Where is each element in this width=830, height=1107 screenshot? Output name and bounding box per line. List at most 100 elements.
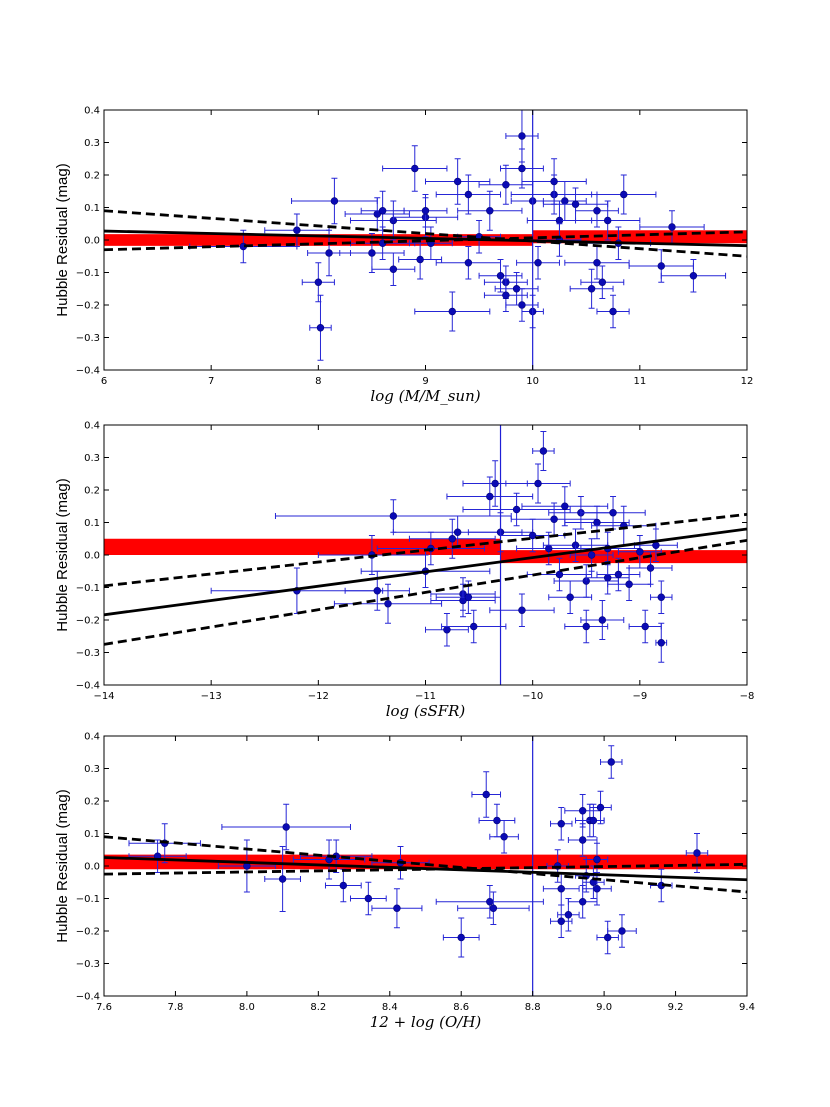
mass-panel: 6 7 8 9 10 11 12 −0.4 −0.3 −0.2 −0.1 0.0 0.1 0.2 0.3 0.… [54, 106, 753, 406]
metallicity-marker-34 [618, 927, 626, 935]
metallicity-point-21 [557, 898, 580, 932]
ssfr-plot-content [104, 425, 747, 685]
mass-point-22 [457, 190, 523, 231]
mass-marker-35 [550, 177, 558, 186]
metallicity-panel: 7.6 7.8 8.0 8.2 8.4 8.6 8.8 9.0 9.2 9.4 −0.4 −0.3 −0… [54, 732, 755, 1032]
mass-ytick-label: −0.2 [76, 301, 100, 312]
mass-marker-2 [314, 278, 323, 286]
mass-point-12 [382, 145, 448, 192]
metallicity-point-5 [292, 839, 366, 880]
metallicity-marker-19 [557, 885, 565, 893]
metallicity-point-8 [349, 881, 387, 916]
mass-marker-8 [378, 207, 387, 215]
ssfr-marker-14 [486, 492, 494, 501]
ssfr-point-8 [408, 518, 496, 559]
ssfr-marker-25 [561, 502, 569, 510]
metallicity-marker-22 [578, 898, 587, 906]
metallicity-xlabel: 12 + log (O/H) [370, 1013, 482, 1031]
metallicity-xtick-label: 7.6 [96, 1002, 112, 1013]
ssfr-marker-31 [587, 551, 596, 559]
ssfr-point-32 [564, 505, 630, 540]
ssfr-marker-3 [384, 600, 392, 608]
metallicity-fit-line [104, 856, 747, 882]
metallicity-ytick-label: −0.4 [76, 992, 100, 1003]
ssfr-ytick-label: −0.4 [76, 681, 100, 692]
metallicity-marker-30 [593, 885, 601, 893]
metallicity-point-14 [457, 891, 530, 925]
ssfr-point-3 [333, 583, 443, 624]
mass-xtick-label: 12 [741, 376, 754, 387]
metallicity-marker-11 [457, 933, 465, 942]
mass-marker-48 [657, 262, 665, 270]
metallicity-point-33 [600, 745, 623, 779]
ssfr-marker-8 [448, 535, 456, 543]
ssfr-point-41 [628, 609, 662, 644]
metallicity-point-2 [217, 839, 276, 893]
ssfr-marker-41 [641, 622, 649, 631]
metallicity-xtick-label: 8.0 [239, 1002, 255, 1013]
metallicity-ytick-label: −0.1 [76, 894, 100, 905]
ssfr-ytick-label: −0.1 [76, 583, 100, 594]
mass-marker-18 [453, 177, 462, 186]
metallicity-ci-upper-line [104, 835, 747, 894]
ssfr-point-43 [633, 528, 678, 562]
mass-band-0 [104, 234, 533, 246]
mass-ytick-label: 0.3 [84, 138, 100, 149]
ssfr-xtick-label: −11 [415, 691, 436, 702]
metallicity-marker-24 [578, 836, 587, 844]
metallicity-marker-29 [593, 855, 601, 864]
mass-ytick-label: −0.1 [76, 268, 100, 279]
metallicity-xtick-label: 9.2 [668, 1002, 684, 1013]
metallicity-point-4 [221, 803, 351, 851]
metallicity-xtick-label: 9.4 [739, 1002, 755, 1013]
ssfr-marker-2 [373, 587, 381, 595]
metallicity-marker-32 [603, 933, 612, 942]
ssfr-point-45 [655, 622, 668, 663]
mass-marker-11 [389, 265, 398, 273]
ssfr-xlabel: log (sSFR) [386, 702, 466, 720]
mass-marker-29 [518, 164, 526, 173]
ssfr-ytick-label: −0.3 [76, 648, 100, 659]
ssfr-marker-21 [539, 447, 548, 455]
ssfr-marker-23 [550, 515, 558, 523]
mass-marker-19 [464, 190, 473, 199]
mass-marker-44 [603, 216, 612, 225]
mass-marker-28 [518, 132, 526, 140]
metallicity-point-12 [471, 771, 502, 818]
mass-plot-content [104, 110, 747, 370]
metallicity-xtick-label: 7.8 [167, 1002, 183, 1013]
metallicity-xtick-label: 8.4 [382, 1002, 398, 1013]
mass-point-20 [435, 246, 502, 280]
ssfr-marker-18 [518, 606, 526, 614]
ssfr-marker-9 [453, 528, 462, 536]
mass-point-7 [344, 197, 410, 231]
mass-point-5 [291, 177, 378, 225]
metallicity-marker-7 [339, 881, 348, 890]
ssfr-marker-26 [566, 593, 574, 601]
mass-ci-upper-line [104, 209, 747, 258]
ssfr-marker-24 [555, 570, 564, 579]
metallicity-marker-12 [482, 790, 490, 799]
ssfr-point-30 [564, 609, 609, 644]
mass-fit-line [104, 229, 747, 248]
ssfr-point-25 [521, 486, 609, 527]
metallicity-point-24 [567, 823, 598, 857]
mass-marker-39 [571, 200, 580, 208]
mass-point-19 [435, 174, 502, 215]
metallicity-ci-lower-line [104, 862, 747, 876]
mass-point-8 [360, 190, 405, 231]
mass-point-47 [591, 174, 657, 215]
mass-point-23 [478, 259, 523, 293]
mass-point-17 [414, 291, 491, 332]
ssfr-ytick-label: 0.1 [84, 518, 100, 529]
metallicity-point-29 [585, 842, 609, 877]
mass-marker-42 [593, 259, 601, 267]
mass-marker-4 [325, 249, 333, 257]
metallicity-point-7 [324, 868, 362, 903]
mass-point-29 [500, 148, 544, 189]
metallicity-ytick-label: 0.2 [84, 797, 100, 808]
ssfr-ci-upper-line [104, 512, 747, 588]
ssfr-marker-17 [512, 505, 521, 514]
ssfr-marker-45 [657, 639, 665, 647]
